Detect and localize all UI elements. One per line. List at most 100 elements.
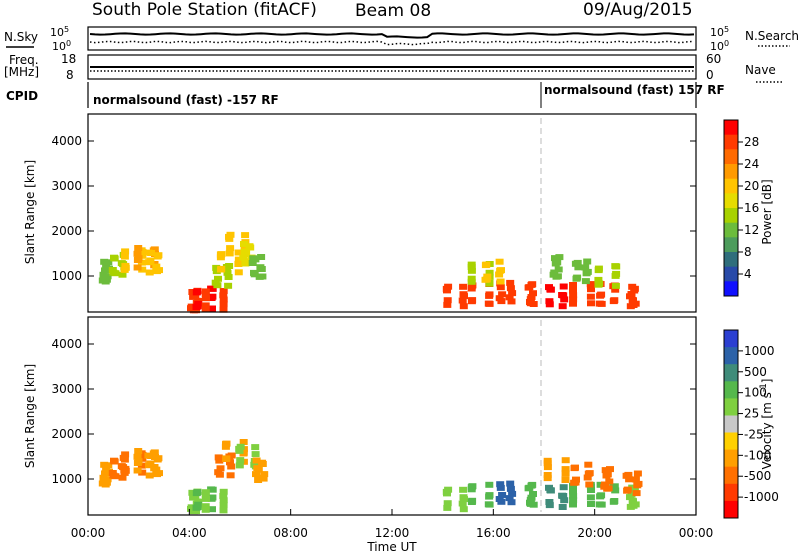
power-cell-3-0-9 [444,283,453,290]
velocity-cell-3-4-7 [558,504,567,510]
power-colorbar-tick-0: 28 [744,135,759,149]
velocity-cell-3-3-3 [529,491,537,497]
power-cell-3-6-9 [611,286,620,293]
power-cell-3-0-8 [458,297,467,304]
velocity-cell-3-2-8 [508,490,517,497]
power-cell-1-2-8 [219,296,228,303]
power-cell-3-2-5 [496,284,505,291]
power-cell-2-3-5 [240,248,249,255]
velocity-cell-3-4-4 [545,502,554,509]
power-colorbar-swatch-11 [724,281,738,297]
velocity-cell-2-3-8 [260,471,269,478]
velocity-cell-2-0-9 [216,465,225,472]
power-cell-2-1-6 [234,249,243,256]
power-cell-3-4-4 [545,301,554,308]
power-cell-0-4-8 [155,267,163,274]
power-cell-3-5-4 [569,287,577,294]
velocity-cell-1-0-5 [188,489,197,496]
power-colorbar-tick-6: 4 [744,267,752,281]
power-cell-2-1-9 [217,251,226,258]
power-cell-4-0-2 [485,269,494,276]
power-cell-1-1-9 [194,300,203,307]
velocity-cell-1-2-9 [201,492,210,498]
power-cell-1-1-6 [207,295,216,301]
nave-label: Nave [745,63,776,77]
velocity-cell-4-0-5 [543,472,552,478]
power-cell-0-4-6 [154,252,163,259]
nave-tick-bottom: 0 [706,68,714,82]
power-cell-4-4-8 [595,280,604,287]
power-colorbar-swatch-5 [724,193,738,209]
nsky-strip-frame [87,26,697,51]
power-cell-1-2-4 [219,301,228,308]
velocity-cell-4-0-4 [561,457,570,464]
velocity-cell-2-1-7 [222,455,231,462]
velocity-cell-0-0-3 [102,479,111,486]
velocity-cell-3-5-3 [587,487,595,493]
power-cell-3-3-3 [529,290,537,297]
x-axis-ticks: 00:00 04:00 08:00 12:00 16:00 20:00 00:00 [71,509,713,540]
power-cell-2-4-9 [255,273,264,280]
beam-label: Beam 08 [355,1,431,21]
power-cell-0-4-5 [145,269,154,276]
velocity-cell-1-2-8 [219,497,228,504]
velocity-cell-0-0-7 [104,462,113,469]
velocity-cell-2-0-7 [215,471,224,478]
velocity-cell-3-0-5 [443,504,452,511]
velocity-cell-0-2-3 [120,456,129,463]
velocity-cell-1-0-3 [187,504,196,511]
power-cell-1-2-0 [219,292,228,299]
power-cell-0-4-0 [152,263,161,270]
velocity-cell-3-2-9 [495,496,504,502]
power-cell-0-0-3 [102,276,111,283]
power-colorbar-swatch-0 [724,120,738,136]
power-cell-4-0-3 [467,278,476,285]
xtick-label-3: 12:00 [375,526,410,540]
x-axis-label: Time UT [366,540,417,554]
power-cell-4-2-6 [554,266,563,273]
velocity-cell-3-2-5 [496,484,505,491]
velocity-cell-4-2-9 [600,483,609,490]
velocity-colorbar-tick-7: -1000 [744,490,779,504]
power-cell-4-2-8 [555,254,564,261]
nsky-tick-bottom: 100 [52,39,71,54]
power-cell-3-7-6 [626,303,635,310]
velocity-cell-0-4-6 [154,455,163,462]
power-cell-1-0-5 [188,289,197,295]
power-cell-2-0-9 [214,275,222,282]
power-cell-3-3-7 [527,294,536,300]
nsky-label: N.Sky [4,30,38,44]
velocity-colorbar-swatch-10 [724,500,738,519]
power-cell-2-0-3 [212,264,221,271]
velocity-cell-4-2-8 [606,466,614,473]
velocity-cell-3-3-8 [527,482,536,489]
velocity-cell-0-0-4 [100,461,109,468]
velocity-colorbar-swatch-8 [724,466,738,485]
velocity-y-ticks: 1000 2000 3000 4000 [51,337,696,486]
power-cell-4-3-8 [574,264,583,271]
power-cell-2-4-7 [256,264,265,271]
velocity-cell-3-7-9 [631,501,640,508]
power-cell-4-2-4 [553,273,562,280]
power-cell-3-2-8 [508,290,517,297]
power-cell-1-1-8 [207,285,216,292]
power-cell-3-2-2 [506,279,515,286]
velocity-cell-2-2-6 [251,451,260,458]
velocity-cell-4-3-8 [625,476,634,483]
velocity-cell-0-4-0 [152,466,161,473]
power-cell-2-3-3 [241,260,250,267]
power-cell-3-4-9 [558,292,567,298]
cpid-label: CPID [6,89,38,103]
power-cell-4-3-5 [582,270,591,277]
power-cell-0-4-9 [144,249,153,256]
power-cell-0-3-9 [133,250,142,257]
nsearch-tick-top: 105 [710,25,729,40]
velocity-cell-0-3-6 [150,449,159,456]
power-cell-4-3-4 [573,274,582,281]
velocity-cell-0-2-9 [121,467,130,474]
velocity-cell-4-3-9 [631,476,640,483]
velocity-cell-4-0-6 [561,470,570,477]
power-cell-3-5-7 [586,293,595,300]
velocity-cell-2-1-9 [222,440,231,447]
velocity-cell-3-4-3 [559,484,568,491]
